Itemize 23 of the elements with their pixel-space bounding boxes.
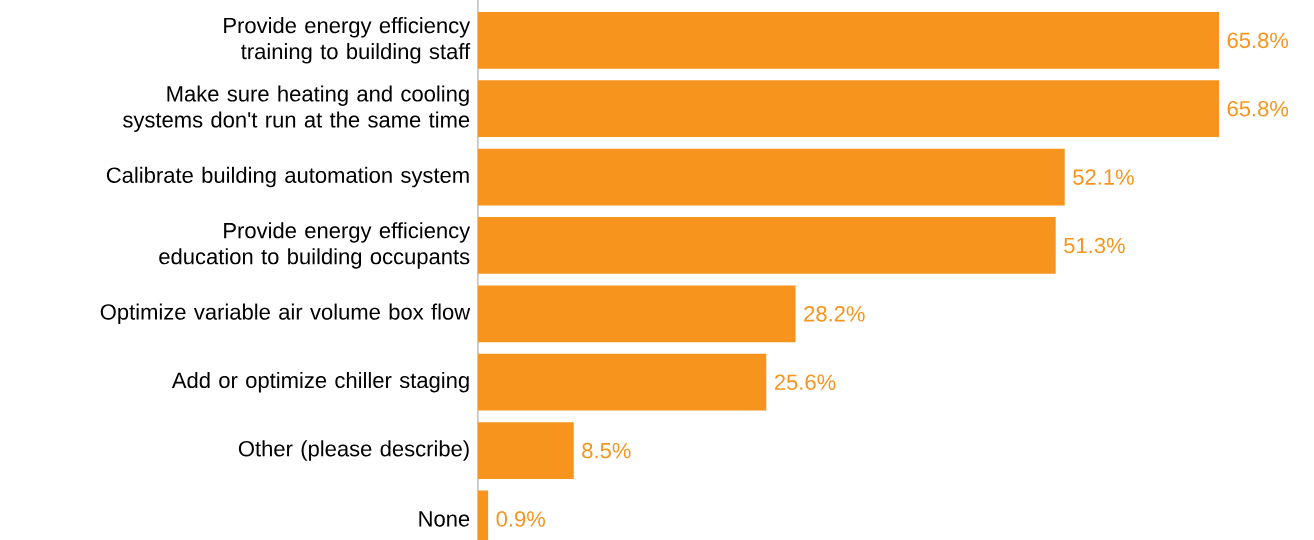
y-tick-label: Calibrate building automation system [106,166,469,188]
y-tick-label: Other (please describe) [238,440,469,461]
y-tick-label: Optimize variable air volume box flow [100,303,471,325]
data-label: 65.8% [1227,100,1289,117]
bar [478,148,1065,206]
y-tick-label: Provide energy efficiency training to building staff [224,17,471,64]
data-label: 51.3% [1064,237,1125,254]
y-tick-label: None [419,511,470,527]
data-label: 28.2% [804,306,865,322]
y-tick-label: Provide energy efficiency education to building occupants [159,222,471,269]
data-label: 0.9% [496,511,546,527]
data-label: 65.8% [1227,32,1289,49]
bar [478,285,796,343]
y-tick-label: Add or optimize chiller staging [171,371,469,393]
bar [478,80,1219,138]
y-tick-label: Make sure heating and cooling systems don't run at the same time [123,85,470,132]
bar [478,217,1056,274]
bar [478,11,1219,69]
data-label: 8.5% [582,442,631,459]
bar [478,422,574,479]
data-label: 52.1% [1073,169,1134,185]
data-label: 25.6% [774,374,836,390]
bar [478,353,767,411]
